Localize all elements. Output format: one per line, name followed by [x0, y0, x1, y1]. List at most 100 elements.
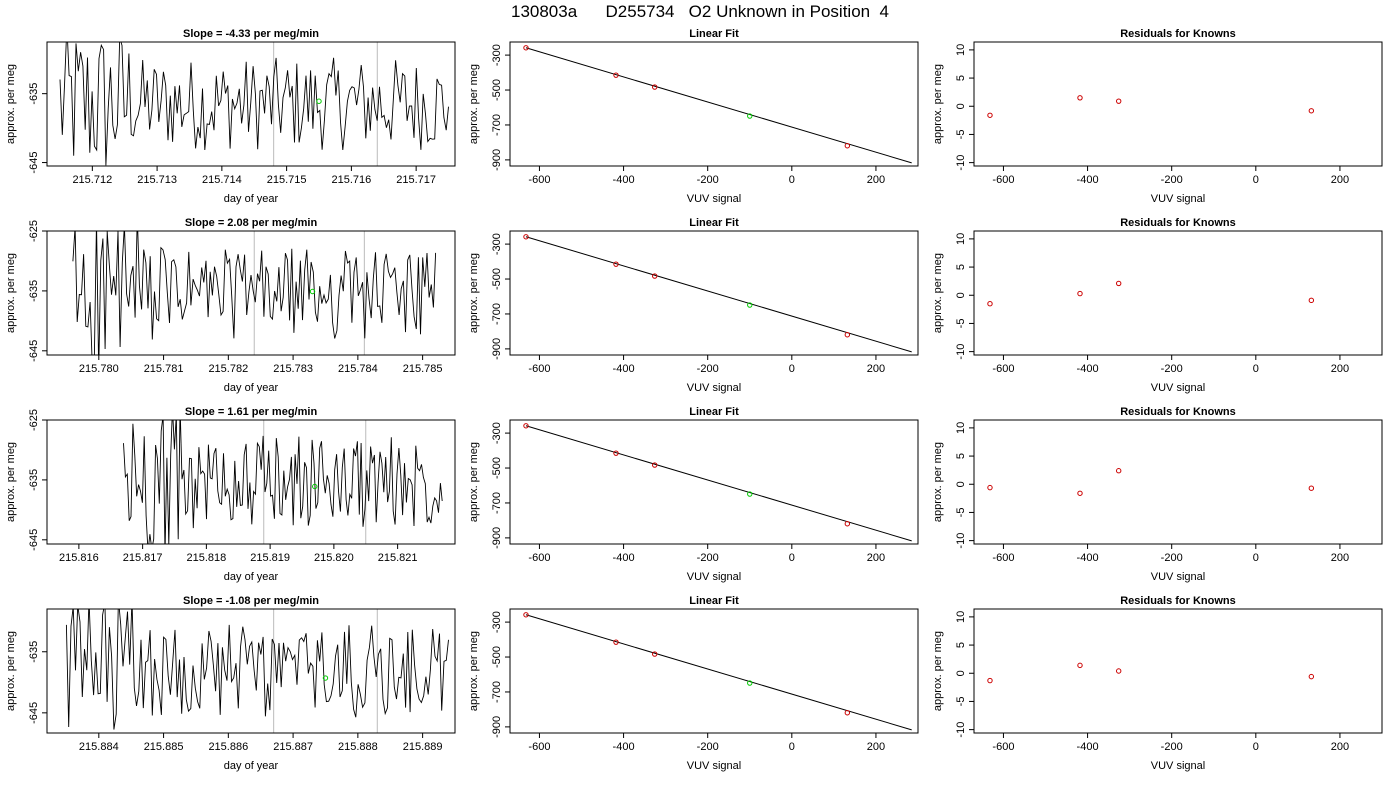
x-tick-label: 0: [789, 174, 795, 186]
x-tick-label: 215.819: [250, 552, 290, 564]
x-tick-label: 215.887: [273, 741, 313, 753]
panel-title: Slope = 1.61 per meg/min: [185, 406, 318, 418]
y-tick-label: -500: [491, 646, 503, 668]
y-tick-label: -5: [955, 319, 967, 329]
y-axis-label: approx. per meg: [5, 631, 17, 711]
y-tick-label: -900: [491, 149, 503, 171]
y-tick-label: -700: [491, 114, 503, 136]
x-tick-label: 0: [1253, 741, 1259, 753]
unknown-point: [316, 98, 322, 104]
panel-r3-fit: Linear Fit -600 -400 -200 0 200 -300 -500 -700 -9…: [468, 406, 919, 583]
panel-r2-fit: Linear Fit -600 -400 -200 0 200 -300 -500 -700 -9…: [468, 217, 919, 394]
x-tick-label: -200: [697, 363, 719, 375]
residual-point: [987, 677, 993, 684]
y-tick-label: -625: [28, 220, 40, 242]
known-point: [523, 234, 529, 240]
x-tick-label: 0: [789, 363, 795, 375]
residual-point: [1115, 668, 1122, 674]
known-point: [844, 710, 851, 716]
x-tick-label: -400: [1077, 741, 1099, 753]
panel-r2-timeseries: Slope = 2.08 per meg/min 215.780 215.781 21…: [5, 217, 456, 394]
plot-area: [59, 42, 449, 166]
y-tick-label: -900: [491, 527, 503, 549]
x-tick-label: 200: [867, 174, 885, 186]
y-axis-label: approx. per meg: [5, 64, 17, 144]
y-tick-label: -900: [491, 338, 503, 360]
x-tick-label: -200: [697, 174, 719, 186]
x-tick-label: 215.885: [144, 741, 184, 753]
y-tick-label: -635: [28, 83, 40, 105]
y-tick-label: -635: [28, 641, 40, 663]
plot-frame: [46, 41, 456, 167]
unknown-point: [309, 288, 316, 295]
y-tick-label: -5: [955, 697, 967, 707]
y-tick-label: -700: [491, 681, 503, 703]
y-tick-label: -10: [955, 155, 967, 171]
y-axis-label: approx. per meg: [468, 442, 480, 522]
plot-frame: [46, 608, 456, 734]
x-tick-label: 0: [789, 741, 795, 753]
y-axis-label: approx. per meg: [5, 442, 17, 522]
unknown-point: [747, 302, 753, 308]
timeseries-line: [72, 231, 437, 355]
panel-title: Slope = -1.08 per meg/min: [183, 595, 319, 607]
x-axis-label: VUV signal: [1151, 382, 1205, 394]
x-tick-label: 215.716: [331, 174, 371, 186]
x-tick-label: 200: [867, 552, 885, 564]
x-tick-label: 215.782: [208, 363, 248, 375]
panel-title: Linear Fit: [689, 595, 739, 607]
y-tick-label: -5: [955, 130, 967, 140]
plot-frame: [46, 230, 456, 356]
x-tick-label: 215.820: [314, 552, 354, 564]
x-tick-label: 200: [1331, 741, 1349, 753]
known-point: [651, 84, 658, 90]
x-axis-label: VUV signal: [1151, 760, 1205, 772]
y-tick-label: -700: [491, 303, 503, 325]
known-point: [613, 72, 619, 78]
x-tick-label: -200: [697, 741, 719, 753]
fit-line: [525, 236, 912, 353]
known-point: [844, 143, 851, 149]
x-tick-label: 200: [1331, 174, 1349, 186]
y-tick-label: 5: [955, 453, 967, 459]
plot-area: [523, 234, 912, 353]
residual-point: [987, 301, 993, 307]
known-point: [651, 462, 658, 468]
x-tick-label: 215.712: [72, 174, 112, 186]
x-tick-label: -600: [528, 174, 550, 186]
x-tick-label: 215.783: [273, 363, 313, 375]
y-tick-label: -10: [955, 533, 967, 549]
x-tick-label: -200: [1161, 741, 1183, 753]
x-tick-label: -200: [1161, 363, 1183, 375]
y-tick-label: 10: [955, 611, 967, 623]
x-tick-label: -600: [528, 552, 550, 564]
fit-line: [525, 47, 912, 164]
residual-point: [1077, 490, 1083, 496]
x-tick-label: -600: [528, 363, 550, 375]
x-tick-label: 0: [1253, 174, 1259, 186]
y-tick-label: -645: [28, 702, 40, 724]
x-axis-label: VUV signal: [1151, 193, 1205, 205]
y-tick-label: -10: [955, 344, 967, 360]
x-tick-label: 215.821: [378, 552, 418, 564]
x-tick-label: -200: [697, 552, 719, 564]
panel-title: Residuals for Knowns: [1120, 217, 1236, 229]
fit-line: [525, 425, 912, 542]
y-axis-label: approx. per meg: [468, 631, 480, 711]
y-tick-label: 10: [955, 44, 967, 56]
panel-r3-residuals: Residuals for Knowns -600 -400 -200 0 200 10 5 0…: [932, 406, 1383, 583]
unknown-point: [322, 675, 329, 681]
residual-point: [1077, 95, 1083, 101]
plot-area: [987, 95, 1315, 118]
residual-point: [1308, 485, 1315, 491]
known-point: [613, 450, 619, 456]
known-point: [651, 651, 658, 657]
x-tick-label: -600: [992, 741, 1014, 753]
plot-frame: [509, 41, 919, 167]
y-tick-label: 0: [955, 292, 967, 298]
x-tick-label: 215.713: [137, 174, 177, 186]
plot-area: [987, 280, 1315, 307]
known-point: [523, 612, 529, 618]
y-axis-label: approx. per meg: [932, 253, 944, 333]
